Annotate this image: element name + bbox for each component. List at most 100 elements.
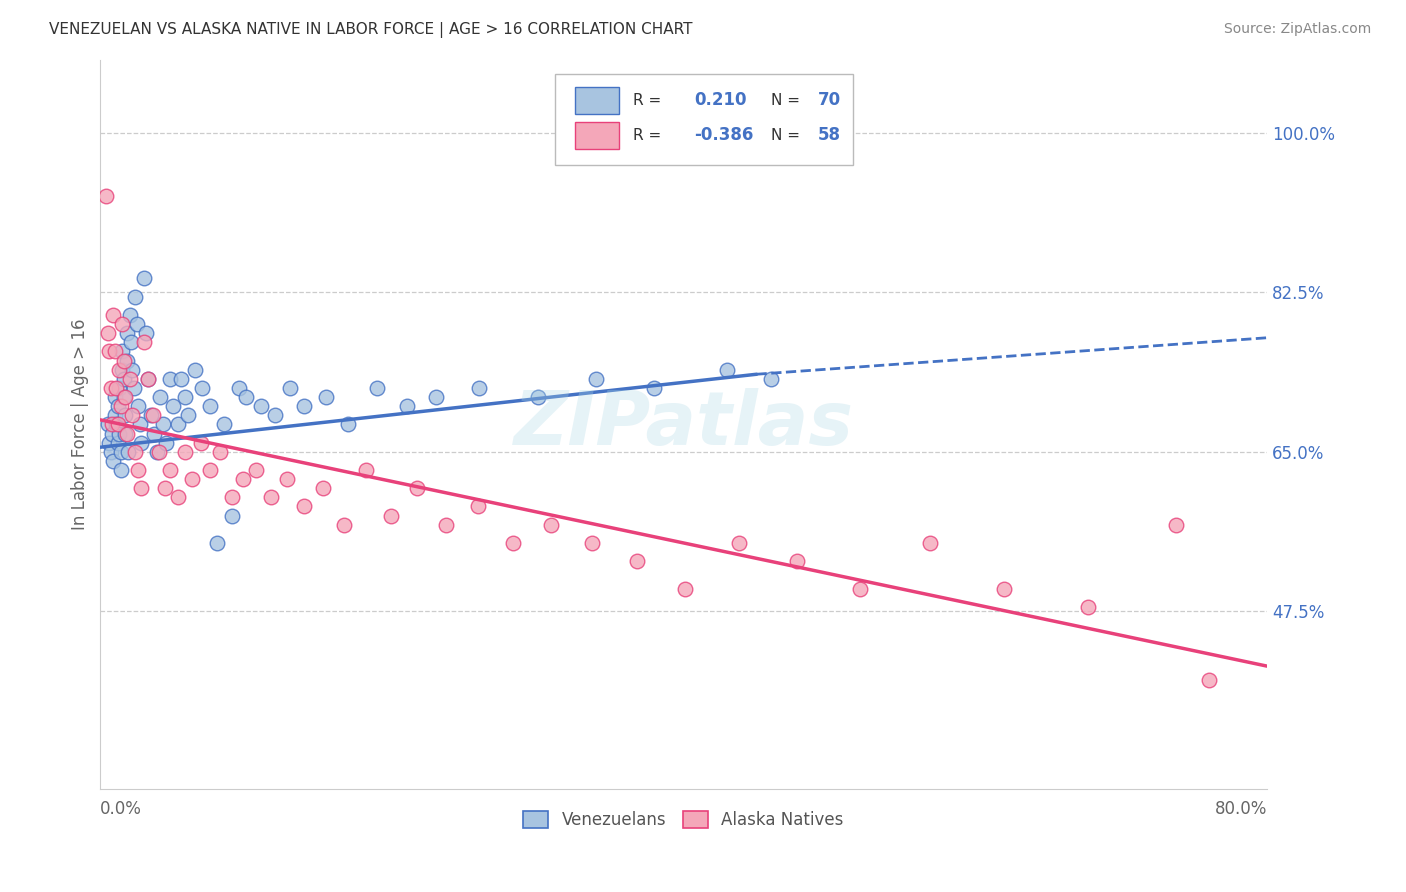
Point xyxy=(333,517,356,532)
Point xyxy=(264,409,287,423)
Point xyxy=(245,463,267,477)
Point xyxy=(228,381,250,395)
Text: 70: 70 xyxy=(818,92,841,110)
Point xyxy=(993,582,1015,596)
Point xyxy=(214,417,236,432)
Point xyxy=(122,381,145,395)
Text: N =: N = xyxy=(770,128,800,143)
Point xyxy=(142,409,165,423)
Point xyxy=(354,463,377,477)
FancyBboxPatch shape xyxy=(555,74,853,165)
Text: Source: ZipAtlas.com: Source: ZipAtlas.com xyxy=(1223,22,1371,37)
Text: 0.210: 0.210 xyxy=(695,92,747,110)
Point xyxy=(208,444,231,458)
Point xyxy=(108,362,131,376)
Point xyxy=(159,463,181,477)
Point xyxy=(103,308,125,322)
Point xyxy=(276,472,298,486)
Point xyxy=(104,344,127,359)
Point xyxy=(162,399,184,413)
Point xyxy=(152,417,174,432)
Point xyxy=(174,390,197,404)
Point xyxy=(103,454,125,468)
Point xyxy=(540,517,562,532)
Point xyxy=(1166,517,1188,532)
Point xyxy=(260,491,283,505)
Point xyxy=(198,399,221,413)
Point xyxy=(121,362,143,376)
Point xyxy=(138,372,160,386)
Point xyxy=(108,426,131,441)
Point xyxy=(115,353,138,368)
Point xyxy=(849,582,872,596)
Legend: Venezuelans, Alaska Natives: Venezuelans, Alaska Natives xyxy=(517,804,851,836)
Point xyxy=(278,381,301,395)
Point xyxy=(107,399,129,413)
Point xyxy=(110,399,132,413)
Point xyxy=(190,435,212,450)
Point xyxy=(198,463,221,477)
Point xyxy=(205,536,228,550)
Point xyxy=(112,353,135,368)
Point xyxy=(118,308,141,322)
Point xyxy=(1077,599,1099,614)
Point xyxy=(1198,673,1220,687)
Point xyxy=(585,372,607,386)
Point xyxy=(128,417,150,432)
Point xyxy=(115,426,138,441)
Point xyxy=(235,390,257,404)
Point xyxy=(294,399,316,413)
Point xyxy=(111,317,134,331)
Point xyxy=(107,435,129,450)
Point xyxy=(135,326,157,341)
Text: 0.0%: 0.0% xyxy=(100,800,142,818)
Point xyxy=(626,554,648,568)
Point xyxy=(405,481,427,495)
Point xyxy=(918,536,941,550)
FancyBboxPatch shape xyxy=(575,121,620,149)
Point xyxy=(100,444,122,458)
Point xyxy=(97,326,120,341)
Text: 80.0%: 80.0% xyxy=(1215,800,1267,818)
Point xyxy=(104,409,127,423)
FancyBboxPatch shape xyxy=(575,87,620,114)
Point xyxy=(249,399,271,413)
Point xyxy=(121,409,143,423)
Point xyxy=(127,399,149,413)
Point xyxy=(105,417,128,432)
Point xyxy=(184,362,207,376)
Point xyxy=(107,417,129,432)
Point xyxy=(166,491,188,505)
Text: 58: 58 xyxy=(818,127,841,145)
Point xyxy=(146,444,169,458)
Point xyxy=(643,381,665,395)
Text: R =: R = xyxy=(634,93,666,108)
Point xyxy=(125,317,148,331)
Text: VENEZUELAN VS ALASKA NATIVE IN LABOR FORCE | AGE > 16 CORRELATION CHART: VENEZUELAN VS ALASKA NATIVE IN LABOR FOR… xyxy=(49,22,693,38)
Point xyxy=(141,409,163,423)
Point xyxy=(181,472,204,486)
Point xyxy=(759,372,782,386)
Text: -0.386: -0.386 xyxy=(695,127,754,145)
Point xyxy=(221,491,243,505)
Point xyxy=(232,472,254,486)
Point xyxy=(467,500,489,514)
Point xyxy=(111,344,134,359)
Point xyxy=(110,463,132,477)
Point xyxy=(166,417,188,432)
Text: ZIPatlas: ZIPatlas xyxy=(513,388,853,461)
Point xyxy=(132,271,155,285)
Point xyxy=(105,381,128,395)
Point xyxy=(673,582,696,596)
Point xyxy=(108,381,131,395)
Point xyxy=(159,372,181,386)
Point xyxy=(221,508,243,523)
Point xyxy=(114,390,136,404)
Point xyxy=(366,381,388,395)
Point xyxy=(115,326,138,341)
Point xyxy=(148,444,170,458)
Point xyxy=(728,536,751,550)
Point xyxy=(100,381,122,395)
Point xyxy=(124,444,146,458)
Point xyxy=(129,481,152,495)
